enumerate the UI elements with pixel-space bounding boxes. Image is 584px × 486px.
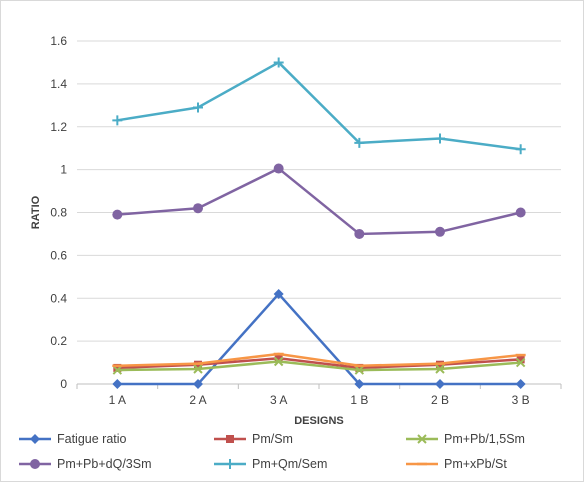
legend-label: Pm+Qm/Sem [252,457,327,471]
x-tick-label: 1 B [350,393,368,407]
data-point [193,203,203,214]
data-point [273,57,284,68]
data-point [355,363,364,372]
data-point [354,379,365,389]
legend-item: Pm+Pb+dQ/3Sm [19,457,152,471]
data-point [193,364,203,374]
data-point [226,435,234,443]
data-point [515,379,526,389]
gridlines [77,40,561,342]
legend-item: Fatigue ratio [19,432,127,446]
y-tick-label: 0.2 [50,334,67,348]
data-point [516,355,525,364]
data-point [112,209,123,220]
y-tick-label: 1.2 [50,120,67,134]
data-point [225,459,235,469]
data-point [193,379,203,389]
y-tick-label: 1.6 [50,34,67,48]
data-point [112,379,123,389]
data-point [112,365,123,375]
legend-item: Pm+Qm/Sem [214,457,327,471]
data-point [435,364,445,374]
axis-labels: 0 0.2 0.4 0.6 0.8 1 1.2 1.4 1.6 1 A 2 A 3 A 1 B 2 B 3 … [30,34,530,427]
series-line [117,360,521,372]
legend-item: Pm/Sm [214,432,293,446]
legend-label: Pm/Sm [252,432,293,446]
data-point [273,356,284,367]
legend-item: Pm+xPb/St [406,457,507,471]
data-point [354,228,365,239]
series-line [117,292,521,386]
data-point [112,115,123,126]
x-tick-label: 2 A [189,393,206,407]
legend-label: Pm+xPb/St [444,457,507,471]
legend-label: Fatigue ratio [57,432,127,446]
data-point [274,354,283,363]
data-point [515,207,526,218]
data-point [354,137,365,148]
series-pm-qm-sem [112,57,526,155]
data-point [435,133,445,144]
y-tick-label: 1.4 [50,77,67,91]
y-tick-label: 0.6 [50,248,67,262]
y-tick-label: 0.4 [50,291,67,305]
data-point [435,226,445,237]
data-point [515,357,526,368]
legend-label: Pm+Pb/1,5Sm [444,432,525,446]
y-axis-title: RATIO [30,195,42,229]
y-tick-label: 1 [60,163,67,177]
series-line [117,357,521,370]
series-line [117,352,521,368]
x-tick-label: 1 A [109,393,126,407]
data-point [30,459,40,469]
series-pm-pb-1-5sm [112,356,526,375]
series-pm-xpb-st [112,352,526,368]
data-point [193,102,203,113]
series-fatigue-ratio [112,288,526,389]
legend-label: Pm+Pb+dQ/3Sm [57,457,152,471]
x-tick-label: 2 B [431,393,449,407]
series-pm-pb-dq-3sm [112,163,526,239]
series-group [112,57,526,389]
data-point [515,144,526,155]
x-tick-label: 3 A [270,393,287,407]
data-point [273,288,284,299]
legend: Fatigue ratio Pm/Sm Pm+Pb/1,5Sm Pm+Pb+dQ/3S… [19,432,525,471]
y-tick-label: 0.8 [50,206,67,220]
data-point [273,163,284,174]
data-point [113,363,122,372]
x-axis-title: DESIGNS [294,415,344,427]
legend-item: Pm+Pb/1,5Sm [406,432,525,446]
data-point [30,434,40,444]
data-point [417,434,427,444]
x-tick-label: 3 B [512,393,530,407]
data-point [435,379,445,389]
y-tick-label: 0 [60,377,67,391]
series-line [117,167,521,236]
data-point [354,365,365,375]
series-line [117,61,521,151]
